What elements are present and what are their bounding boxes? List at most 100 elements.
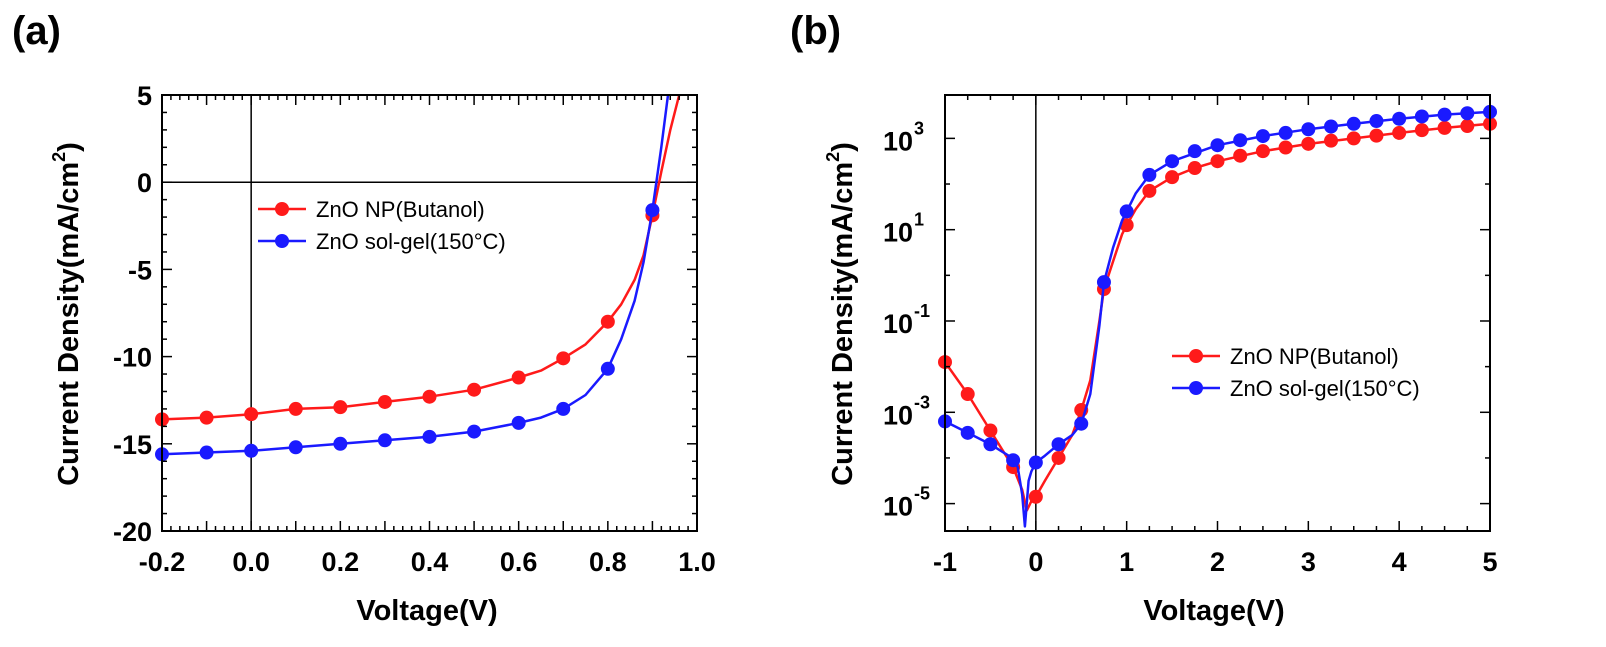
panel-a-label: (a)	[12, 9, 61, 53]
panel-a-point-zno-sol-gel-150-c	[645, 203, 660, 218]
panel-b-point-zno-sol-gel-150-c	[1255, 129, 1270, 144]
panel-a-point-zno-np-butanol	[600, 314, 615, 329]
panel-b-point-zno-np-butanol	[1187, 161, 1202, 176]
panel-a-point-zno-np-butanol	[199, 410, 214, 425]
panel-b-point-zno-sol-gel-150-c	[983, 437, 998, 452]
panel-b-point-zno-sol-gel-150-c	[1051, 437, 1066, 452]
panel-b-point-zno-np-butanol	[1437, 120, 1452, 135]
panel-b-point-zno-sol-gel-150-c	[1074, 416, 1089, 431]
panel-a: (a) -0.2 0.0 0.2 0.4 0.6 0.8 1.0 -20 -15 -10 -5 0 5…	[12, 9, 716, 627]
panel-b-y-tick-exponent: 3	[914, 118, 924, 138]
panel-a-reference-lines	[162, 95, 697, 531]
panel-b-point-zno-sol-gel-150-c	[1165, 154, 1180, 169]
panel-b-point-zno-np-butanol	[1392, 125, 1407, 140]
panel-a-y-axis-title-tail: )	[53, 142, 85, 152]
panel-b-series-zno-np-butanol	[938, 116, 1497, 512]
panel-b-y-tick-exponent: 1	[914, 210, 924, 230]
panel-b-point-zno-sol-gel-150-c	[1233, 133, 1248, 148]
panel-b-point-zno-np-butanol	[1233, 148, 1248, 163]
panel-b-y-axis-title-main: Current Density(mA/cm	[827, 162, 859, 486]
panel-b-point-zno-sol-gel-150-c	[1301, 122, 1316, 137]
panel-b-y-tick-label: 10	[883, 309, 913, 339]
panel-a-point-zno-sol-gel-150-c	[199, 445, 214, 460]
panel-b-series	[938, 104, 1497, 528]
panel-b-point-zno-sol-gel-150-c	[1369, 114, 1384, 129]
panel-b-point-zno-sol-gel-150-c	[1028, 455, 1043, 470]
panel-b-legend-label-solgel: ZnO sol-gel(150°C)	[1230, 376, 1420, 401]
panel-b-ticks	[944, 95, 1491, 531]
panel-b-point-zno-np-butanol	[983, 423, 998, 438]
panel-b-y-axis-title: Current Density(mA/cm2)	[823, 142, 859, 486]
panel-b-x-tick-label: -1	[933, 547, 957, 577]
panel-a-point-zno-sol-gel-150-c	[422, 429, 437, 444]
panel-a-y-axis-title: Current Density(mA/cm2)	[49, 142, 85, 486]
panel-a-point-zno-np-butanol	[422, 389, 437, 404]
panel-b-point-zno-np-butanol	[1255, 144, 1270, 159]
panel-a-point-zno-sol-gel-150-c	[511, 415, 526, 430]
panel-b-point-zno-np-butanol	[1414, 123, 1429, 138]
panel-b-y-tick-label: 10	[883, 218, 913, 248]
panel-b-point-zno-sol-gel-150-c	[1414, 109, 1429, 124]
panel-a-point-zno-np-butanol	[377, 394, 392, 409]
panel-b-point-zno-np-butanol	[1278, 140, 1293, 155]
panel-b-point-zno-sol-gel-150-c	[1142, 167, 1157, 182]
panel-b-line-zno-sol-gel-150-c	[944, 110, 1491, 528]
panel-a-point-zno-sol-gel-150-c	[244, 443, 259, 458]
panel-a-point-zno-sol-gel-150-c	[600, 361, 615, 376]
panel-b-legend-label-butanol: ZnO NP(Butanol)	[1230, 344, 1399, 369]
panel-a-line-zno-sol-gel-150-c	[161, 94, 670, 456]
panel-a-y-axis-title-main: Current Density(mA/cm	[53, 162, 85, 486]
panel-b-point-zno-sol-gel-150-c	[1096, 275, 1111, 290]
panel-a-point-zno-sol-gel-150-c	[377, 433, 392, 448]
panel-a-legend-marker-butanol	[275, 202, 289, 216]
panel-a-point-zno-sol-gel-150-c	[333, 436, 348, 451]
panel-a-x-tick-label: 0.6	[500, 547, 538, 577]
panel-b-point-zno-np-butanol	[1301, 136, 1316, 151]
panel-b-point-zno-np-butanol	[1369, 128, 1384, 143]
panel-b-x-tick-label: 4	[1392, 547, 1407, 577]
panel-a-x-axis-title: Voltage(V)	[356, 595, 497, 627]
panel-a-x-tick-label: 0.0	[232, 547, 270, 577]
panel-b-point-zno-np-butanol	[1051, 450, 1066, 465]
panel-a-y-tick-labels: -20 -15 -10 -5 0 5	[113, 81, 152, 547]
panel-b-x-tick-labels: -1 0 1 2 3 4 5	[933, 547, 1498, 577]
panel-b-point-zno-np-butanol	[1210, 154, 1225, 169]
panel-a-x-tick-label: -0.2	[139, 547, 186, 577]
panel-b-point-zno-np-butanol	[1165, 170, 1180, 185]
panel-b-legend-marker-butanol	[1189, 349, 1203, 363]
panel-a-y-axis-title-sup: 2	[49, 152, 69, 162]
panel-b-point-zno-sol-gel-150-c	[1187, 144, 1202, 159]
panel-b-point-zno-sol-gel-150-c	[1278, 125, 1293, 140]
panel-b-point-zno-np-butanol	[960, 387, 975, 402]
panel-a-y-tick-label: -20	[113, 517, 152, 547]
panel-b-series-zno-sol-gel-150-c	[938, 104, 1497, 528]
panel-b-line-zno-np-butanol	[943, 122, 1491, 512]
panel-a-point-zno-np-butanol	[288, 401, 303, 416]
panel-b-y-tick-label: 10	[883, 492, 913, 522]
panel-a-x-tick-label: 1.0	[678, 547, 716, 577]
panel-a-y-tick-label: -5	[128, 255, 152, 285]
panel-a-x-tick-label: 0.4	[411, 547, 449, 577]
panel-a-point-zno-sol-gel-150-c	[288, 440, 303, 455]
panel-b-point-zno-np-butanol	[1142, 183, 1157, 198]
panel-a-point-zno-np-butanol	[333, 400, 348, 415]
panel-b-point-zno-sol-gel-150-c	[1119, 204, 1134, 219]
panel-b-y-tick-label: 10	[883, 126, 913, 156]
panel-b-y-tick-exponent: -5	[914, 484, 930, 504]
panel-b-point-zno-np-butanol	[1346, 131, 1361, 146]
panel-a-legend-marker-solgel	[275, 234, 289, 248]
panel-b-point-zno-sol-gel-150-c	[1437, 107, 1452, 122]
panel-b-x-tick-label: 3	[1301, 547, 1316, 577]
panel-a-legend-label-solgel: ZnO sol-gel(150°C)	[316, 229, 506, 254]
panel-b-point-zno-np-butanol	[1460, 119, 1475, 134]
panel-b-y-tick-exponent: -1	[914, 301, 930, 321]
panel-a-point-zno-sol-gel-150-c	[467, 424, 482, 439]
panel-a-y-tick-label: -10	[113, 343, 152, 373]
panel-b-x-tick-label: 5	[1482, 547, 1497, 577]
panel-b-x-tick-label: 1	[1119, 547, 1134, 577]
panel-b-point-zno-sol-gel-150-c	[1346, 116, 1361, 131]
panel-b-point-zno-sol-gel-150-c	[1460, 106, 1475, 121]
